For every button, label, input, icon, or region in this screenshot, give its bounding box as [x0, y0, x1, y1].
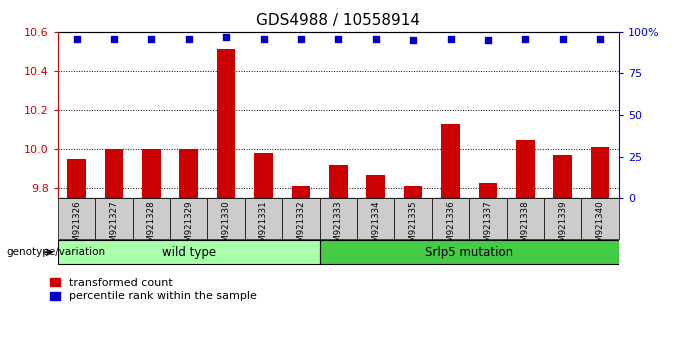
Bar [105, 149, 123, 198]
Bar [591, 147, 609, 198]
FancyBboxPatch shape [282, 198, 320, 239]
Point [483, 37, 494, 43]
Bar [479, 183, 497, 198]
Point [558, 36, 568, 41]
Bar [441, 124, 460, 198]
Text: GSM921338: GSM921338 [521, 200, 530, 253]
Text: GSM921328: GSM921328 [147, 200, 156, 253]
Bar [67, 159, 86, 198]
Point [146, 36, 156, 41]
Text: GSM921330: GSM921330 [222, 200, 231, 253]
Point [109, 36, 120, 41]
FancyBboxPatch shape [320, 198, 357, 239]
Text: GSM921331: GSM921331 [259, 200, 268, 253]
Bar [404, 187, 422, 198]
Text: GSM921327: GSM921327 [109, 200, 118, 253]
Text: Srlp5 mutation: Srlp5 mutation [425, 246, 513, 259]
FancyBboxPatch shape [58, 198, 95, 239]
Title: GDS4988 / 10558914: GDS4988 / 10558914 [256, 13, 420, 28]
Point [184, 36, 194, 41]
FancyBboxPatch shape [320, 240, 619, 264]
FancyBboxPatch shape [133, 198, 170, 239]
FancyBboxPatch shape [469, 198, 507, 239]
FancyBboxPatch shape [507, 198, 544, 239]
Legend: transformed count, percentile rank within the sample: transformed count, percentile rank withi… [50, 278, 256, 302]
FancyBboxPatch shape [95, 198, 133, 239]
Point [520, 36, 531, 41]
Point [220, 34, 231, 40]
Text: wild type: wild type [162, 246, 216, 259]
Point [445, 36, 456, 41]
Bar [180, 149, 198, 198]
Point [595, 36, 606, 41]
FancyBboxPatch shape [357, 198, 394, 239]
FancyBboxPatch shape [581, 198, 619, 239]
Text: GSM921337: GSM921337 [483, 200, 492, 253]
Text: GSM921335: GSM921335 [409, 200, 418, 253]
FancyBboxPatch shape [207, 198, 245, 239]
Text: GSM921333: GSM921333 [334, 200, 343, 253]
Bar [292, 187, 310, 198]
Bar [217, 50, 235, 198]
Point [408, 37, 419, 43]
Text: GSM921334: GSM921334 [371, 200, 380, 253]
Text: GSM921339: GSM921339 [558, 200, 567, 253]
Text: GSM921329: GSM921329 [184, 200, 193, 253]
FancyBboxPatch shape [170, 198, 207, 239]
Bar [254, 153, 273, 198]
Point [296, 36, 307, 41]
Text: GSM921336: GSM921336 [446, 200, 455, 253]
Point [71, 36, 82, 41]
Text: GSM921332: GSM921332 [296, 200, 305, 253]
Text: GSM921326: GSM921326 [72, 200, 81, 253]
Point [371, 36, 381, 41]
Bar [367, 175, 385, 198]
Text: GSM921340: GSM921340 [596, 200, 605, 253]
Text: genotype/variation: genotype/variation [7, 247, 106, 257]
Point [333, 36, 344, 41]
Bar [142, 149, 160, 198]
Bar [516, 139, 534, 198]
Bar [329, 165, 347, 198]
FancyBboxPatch shape [58, 240, 320, 264]
Point [258, 36, 269, 41]
FancyBboxPatch shape [245, 198, 282, 239]
FancyBboxPatch shape [544, 198, 581, 239]
FancyBboxPatch shape [394, 198, 432, 239]
Bar [554, 155, 572, 198]
FancyBboxPatch shape [432, 198, 469, 239]
